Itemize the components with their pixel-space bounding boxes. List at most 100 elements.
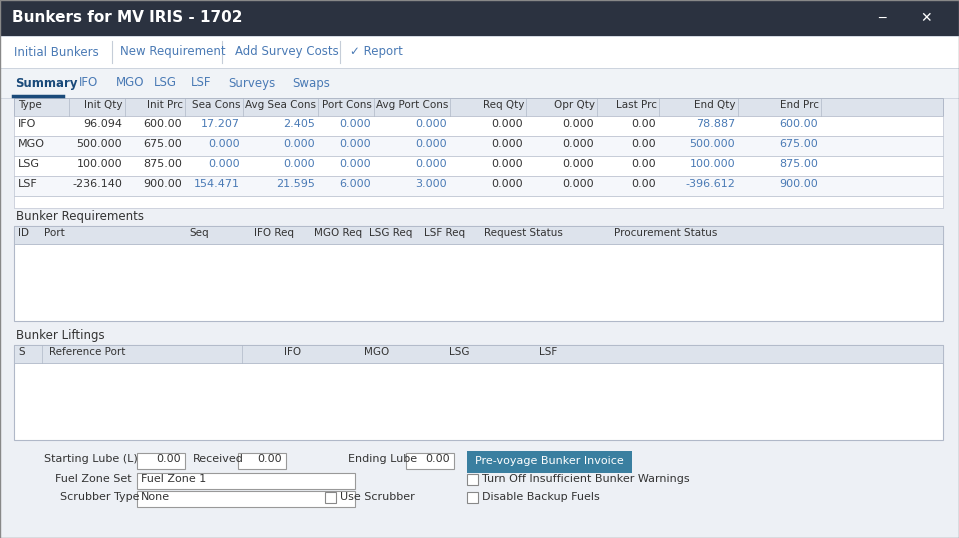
Text: Bunkers for MV IRIS - 1702: Bunkers for MV IRIS - 1702 [12, 11, 243, 25]
Text: 0.00: 0.00 [631, 179, 656, 189]
Text: Summary: Summary [15, 76, 78, 89]
Text: Reference Port: Reference Port [49, 347, 126, 357]
Text: LSF: LSF [539, 347, 557, 357]
Bar [14, 116, 943, 136]
Bar [467, 474, 478, 485]
Text: 3.000: 3.000 [415, 179, 447, 189]
Text: -236.140: -236.140 [72, 179, 122, 189]
Text: Type: Type [18, 100, 42, 110]
Text: End Qty: End Qty [694, 100, 736, 110]
Text: Turn Off Insufficient Bunker Warnings: Turn Off Insufficient Bunker Warnings [482, 474, 690, 484]
Text: 154.471: 154.471 [194, 179, 240, 189]
Bar [137, 453, 185, 469]
Bar [137, 473, 355, 489]
Text: 100.000: 100.000 [690, 159, 735, 169]
Bar [467, 451, 632, 473]
Text: Avg Sea Cons: Avg Sea Cons [245, 100, 316, 110]
Text: Opr Qty: Opr Qty [554, 100, 595, 110]
Text: 900.00: 900.00 [143, 179, 182, 189]
Text: 600.00: 600.00 [780, 119, 818, 129]
Bar [325, 492, 336, 503]
Text: IFO: IFO [18, 119, 36, 129]
Text: 0.000: 0.000 [491, 119, 523, 129]
Text: Use Scrubber: Use Scrubber [340, 492, 414, 502]
Text: 0.000: 0.000 [339, 119, 371, 129]
Text: LSG: LSG [449, 347, 470, 357]
Text: 0.000: 0.000 [491, 139, 523, 149]
Text: LSG Req: LSG Req [369, 228, 412, 238]
Text: 0.000: 0.000 [562, 139, 594, 149]
Text: Procurement Status: Procurement Status [614, 228, 717, 238]
Text: LSF: LSF [191, 76, 212, 89]
Text: MGO: MGO [364, 347, 389, 357]
Text: 0.000: 0.000 [491, 179, 523, 189]
Text: 0.000: 0.000 [415, 139, 447, 149]
Text: 675.00: 675.00 [143, 139, 182, 149]
Text: 0.00: 0.00 [426, 454, 450, 464]
Text: 100.000: 100.000 [77, 159, 122, 169]
Text: Swaps: Swaps [292, 76, 330, 89]
Text: Disable Backup Fuels: Disable Backup Fuels [482, 492, 599, 502]
Text: 0.000: 0.000 [415, 119, 447, 129]
Text: Sea Cons: Sea Cons [193, 100, 241, 110]
Text: 0.00: 0.00 [156, 454, 181, 464]
Bar [0, 0, 959, 36]
Bar [0, 36, 959, 68]
Text: 78.887: 78.887 [695, 119, 735, 129]
Text: 0.000: 0.000 [283, 159, 315, 169]
Text: ID: ID [18, 228, 29, 238]
Text: 17.207: 17.207 [201, 119, 240, 129]
Text: 500.000: 500.000 [690, 139, 735, 149]
Text: 96.094: 96.094 [83, 119, 122, 129]
Text: 875.00: 875.00 [779, 159, 818, 169]
Bar [467, 492, 478, 503]
Text: MGO: MGO [116, 76, 145, 89]
Text: 600.00: 600.00 [144, 119, 182, 129]
Text: 0.000: 0.000 [415, 159, 447, 169]
Text: Fuel Zone 1: Fuel Zone 1 [141, 474, 206, 484]
Text: 900.00: 900.00 [780, 179, 818, 189]
Text: Request Status: Request Status [484, 228, 563, 238]
Text: MGO Req: MGO Req [314, 228, 363, 238]
Text: Init Qty: Init Qty [84, 100, 123, 110]
Text: 0.00: 0.00 [631, 139, 656, 149]
Text: 0.000: 0.000 [283, 139, 315, 149]
Text: -396.612: -396.612 [685, 179, 735, 189]
Text: Starting Lube (L): Starting Lube (L) [44, 454, 138, 464]
Text: ─: ─ [878, 11, 885, 25]
Text: IFO: IFO [79, 76, 98, 89]
Text: 675.00: 675.00 [780, 139, 818, 149]
Bar [406, 453, 454, 469]
Text: Req Qty: Req Qty [482, 100, 524, 110]
Text: Init Prc: Init Prc [147, 100, 183, 110]
Text: Initial Bunkers: Initial Bunkers [14, 46, 99, 59]
Text: Fuel Zone Set: Fuel Zone Set [55, 474, 131, 484]
Text: 0.000: 0.000 [208, 159, 240, 169]
Text: Port Cons: Port Cons [322, 100, 372, 110]
Text: MGO: MGO [18, 139, 45, 149]
Bar [14, 98, 943, 116]
Bar [0, 68, 959, 98]
Text: Avg Port Cons: Avg Port Cons [376, 100, 448, 110]
Text: LSF: LSF [18, 179, 37, 189]
Text: Scrubber Type: Scrubber Type [60, 492, 139, 502]
Text: Port: Port [44, 228, 65, 238]
Bar [14, 226, 943, 244]
Text: 0.00: 0.00 [257, 454, 282, 464]
Text: 0.00: 0.00 [631, 159, 656, 169]
Text: 0.000: 0.000 [208, 139, 240, 149]
Text: Seq: Seq [189, 228, 209, 238]
Text: IFO Req: IFO Req [254, 228, 294, 238]
Bar [14, 226, 943, 321]
Text: IFO: IFO [284, 347, 301, 357]
Text: 0.00: 0.00 [631, 119, 656, 129]
Text: End Prc: End Prc [780, 100, 819, 110]
Bar [14, 136, 943, 156]
Bar [14, 196, 943, 208]
Text: Add Survey Costs: Add Survey Costs [235, 46, 339, 59]
Bar [238, 453, 286, 469]
Text: Bunker Requirements: Bunker Requirements [16, 210, 144, 223]
Text: 6.000: 6.000 [339, 179, 371, 189]
Text: 0.000: 0.000 [491, 159, 523, 169]
Text: 0.000: 0.000 [562, 159, 594, 169]
